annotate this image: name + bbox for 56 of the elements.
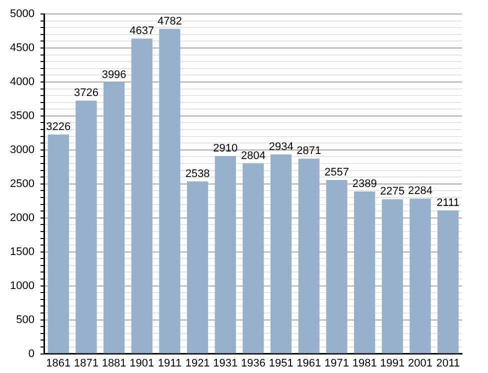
x-tick-label: 1951	[268, 357, 294, 370]
data-label: 2871	[296, 145, 322, 158]
bar	[438, 210, 459, 354]
data-label: 2111	[436, 196, 460, 209]
bar	[103, 82, 125, 354]
data-label: 3226	[46, 121, 71, 134]
data-label: 2389	[352, 178, 377, 190]
bar	[298, 158, 320, 354]
y-tick-label: 5000	[10, 8, 34, 20]
x-tick-label: 1871	[74, 357, 98, 370]
bar	[214, 156, 236, 354]
x-tick-label: 1936	[240, 357, 266, 370]
data-label: 4637	[130, 25, 154, 38]
x-tick-label: 2011	[436, 357, 460, 370]
y-tick-label: 3500	[10, 110, 34, 122]
data-label: 3996	[102, 68, 126, 81]
x-tick-label: 1971	[324, 357, 349, 370]
bar	[326, 180, 348, 354]
bar	[159, 28, 180, 354]
y-tick-label: 4000	[10, 76, 34, 88]
x-tick-label: 1931	[213, 357, 238, 370]
bar	[354, 191, 376, 354]
y-tick-label: 1500	[10, 246, 34, 258]
bar	[270, 154, 292, 354]
x-tick-label: 1901	[130, 357, 154, 370]
data-label: 2910	[213, 142, 238, 155]
y-tick-label: 3000	[10, 144, 34, 156]
y-tick-label: 1000	[10, 280, 34, 292]
y-tick-label: 0	[28, 348, 34, 360]
bar	[186, 181, 208, 354]
y-tick-label: 500	[16, 314, 34, 326]
bar	[410, 198, 431, 354]
data-label: 2538	[185, 168, 210, 180]
y-tick-label: 2500	[10, 178, 34, 190]
x-tick-label: 1881	[102, 357, 126, 370]
bar	[131, 38, 152, 354]
x-tick-label: 1961	[296, 357, 322, 370]
x-tick-label: 1981	[352, 357, 377, 370]
data-label: 2284	[408, 185, 432, 198]
bar	[48, 134, 69, 354]
data-label: 2934	[268, 140, 294, 153]
bar	[242, 163, 264, 354]
data-label: 2557	[324, 166, 349, 179]
x-tick-label: 1861	[46, 357, 71, 370]
data-label: 2804	[240, 150, 266, 162]
y-tick-label: 4500	[10, 42, 34, 54]
data-label: 4782	[157, 15, 182, 28]
x-tick-label: 1911	[158, 357, 182, 370]
bar	[382, 199, 403, 354]
data-label: 3726	[74, 87, 98, 100]
bar	[76, 100, 97, 354]
x-tick-label: 2001	[408, 357, 432, 370]
x-tick-label: 1991	[380, 357, 405, 370]
x-tick-label: 1921	[185, 357, 210, 370]
data-label: 2275	[380, 186, 405, 198]
y-tick-label: 2000	[10, 212, 34, 224]
